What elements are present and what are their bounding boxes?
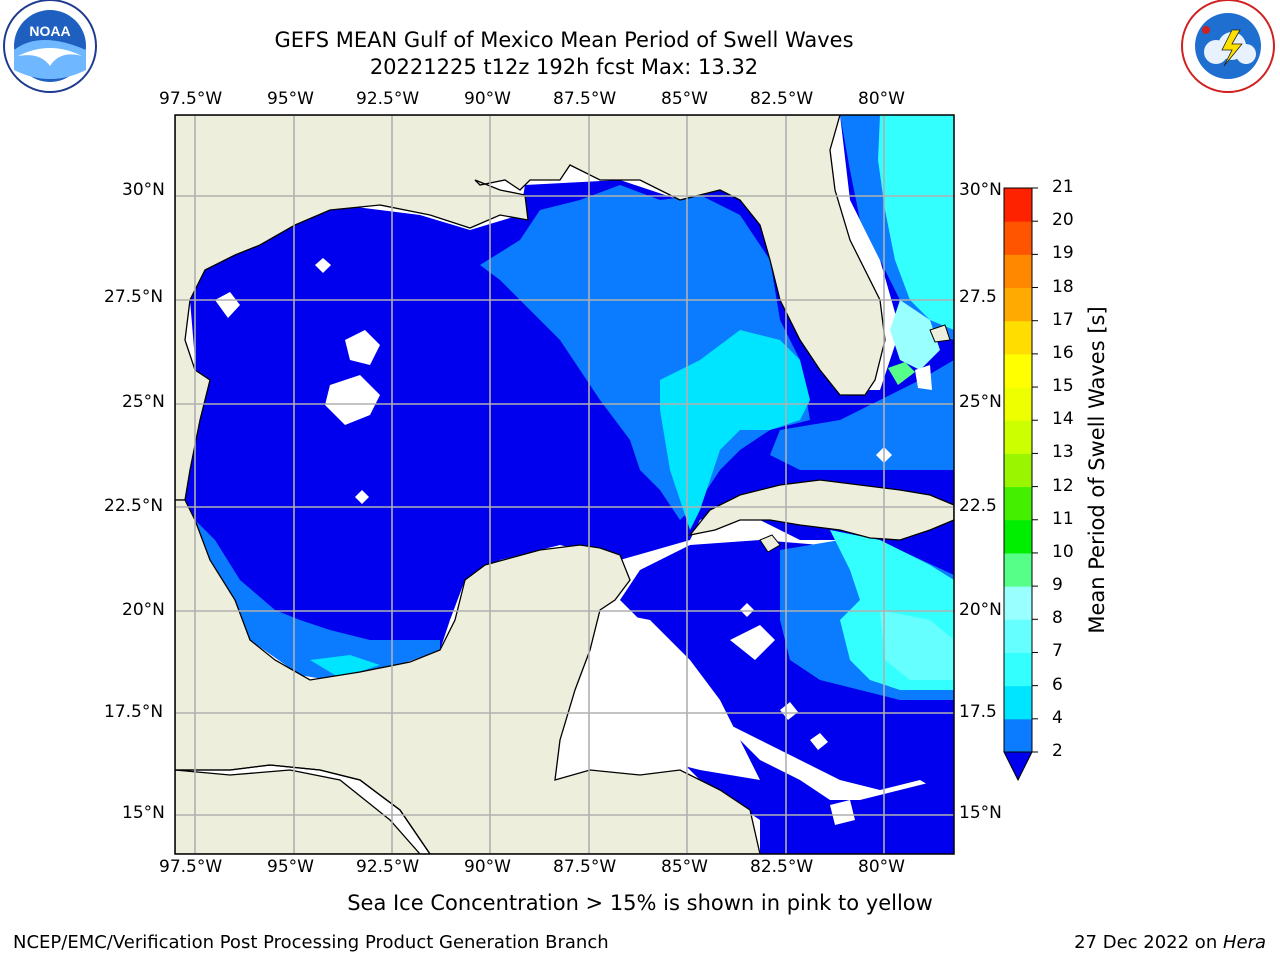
colorbar-swatch — [1004, 486, 1032, 521]
colorbar-tick-label: 9 — [1052, 575, 1063, 596]
lat-label-left: 22.5°N — [104, 496, 164, 516]
colorbar-tick-label: 14 — [1052, 409, 1074, 430]
colorbar-swatch — [1004, 320, 1032, 355]
sea-ice-note-text: Sea Ice Concentration > 15% is shown in … — [347, 891, 933, 915]
lat-label-left: 25°N — [122, 392, 165, 412]
colorbar-swatch — [1004, 387, 1032, 421]
map-title: GEFS MEAN Gulf of Mexico Mean Period of … — [274, 28, 854, 52]
colorbar-tick-label: 12 — [1052, 475, 1074, 496]
colorbar-swatch — [1004, 188, 1032, 222]
lon-label-bottom: 97.5°W — [159, 857, 223, 877]
lon-label-top: 95°W — [267, 89, 314, 109]
colorbar-tick-label: 16 — [1052, 342, 1074, 363]
colorbar-tick-label: 18 — [1052, 276, 1074, 297]
lat-label-left: 20°N — [122, 600, 165, 620]
nws-logo — [1181, 0, 1275, 93]
colorbar-tick-label: 8 — [1052, 608, 1063, 629]
colorbar-swatch — [1004, 353, 1032, 388]
lat-label-right: 22.5 — [959, 496, 997, 516]
lon-label-bottom: 80°W — [858, 857, 905, 877]
lat-label-right: 30°N — [959, 180, 1002, 200]
colorbar-tick-label: 2 — [1052, 741, 1063, 761]
lon-label-top: 87.5°W — [553, 89, 617, 109]
colorbar-tick-label: 17 — [1052, 309, 1074, 330]
lat-label-left: 30°N — [122, 180, 165, 200]
colorbar-swatch — [1004, 453, 1032, 488]
colorbar-tick-label: 19 — [1052, 243, 1074, 264]
noaa-logo-text: NOAA — [29, 23, 70, 39]
lon-label-bottom: 85°W — [661, 857, 708, 877]
lat-label-left: 15°N — [122, 803, 165, 823]
lat-label-left: 17.5°N — [104, 702, 164, 722]
footer-date: 27 Dec 2022 on Hera — [1074, 932, 1266, 953]
colorbar-under-arrow — [1003, 751, 1033, 782]
colorbar-tick-label: 6 — [1052, 674, 1063, 695]
colorbar-swatch — [1004, 619, 1032, 653]
colorbar-swatch — [1004, 718, 1032, 753]
footer-host: Hera — [1222, 932, 1266, 953]
colorbar-label: Mean Period of Swell Waves [s] — [1085, 306, 1109, 634]
colorbar-swatch — [1004, 652, 1032, 687]
lon-label-top: 90°W — [464, 89, 511, 109]
colorbar-swatch — [1004, 287, 1032, 322]
lon-label-bottom: 92.5°W — [356, 857, 420, 877]
colorbar-swatch — [1004, 685, 1032, 720]
colorbar-tick-label: 20 — [1052, 210, 1074, 231]
colorbar-tick-label: 4 — [1052, 707, 1063, 728]
gridlines — [175, 115, 954, 854]
lon-label-bottom: 82.5°W — [750, 857, 814, 877]
noaa-logo: NOAA — [3, 0, 97, 93]
colorbar-tick-label: 11 — [1052, 508, 1074, 529]
lon-label-top: 97.5°W — [159, 89, 223, 109]
lon-label-top: 80°W — [858, 89, 905, 109]
lon-label-bottom: 95°W — [267, 857, 314, 877]
colorbar — [1003, 187, 1038, 782]
footer-credit: NCEP/EMC/Verification Post Processing Pr… — [13, 932, 609, 953]
lon-label-top: 92.5°W — [356, 89, 420, 109]
colorbar-tick-label: 15 — [1052, 376, 1074, 397]
colorbar-swatch — [1004, 552, 1032, 587]
sea-ice-note: Sea Ice Concentration > 15% is shown in … — [0, 891, 1280, 915]
lat-label-right: 20°N — [959, 600, 1002, 620]
colorbar-tick-label: 21 — [1052, 177, 1074, 197]
lat-label-right: 15°N — [959, 803, 1002, 823]
lat-label-right: 27.5 — [959, 287, 997, 307]
colorbar-swatch — [1004, 221, 1032, 255]
map-frame — [174, 114, 955, 855]
lon-label-top: 82.5°W — [750, 89, 814, 109]
lon-label-top: 85°W — [661, 89, 708, 109]
colorbar-swatch — [1004, 519, 1032, 554]
colorbar-tick-label: 10 — [1052, 541, 1074, 562]
colorbar-tick-label: 13 — [1052, 442, 1074, 463]
colorbar-tick-label: 7 — [1052, 641, 1063, 662]
lat-label-left: 27.5°N — [104, 287, 164, 307]
lon-label-bottom: 87.5°W — [553, 857, 617, 877]
colorbar-swatch — [1004, 254, 1032, 289]
lon-label-bottom: 90°W — [464, 857, 511, 877]
footer-date-text: 27 Dec 2022 on — [1074, 932, 1223, 953]
colorbar-swatch — [1004, 420, 1032, 454]
colorbar-frame — [1003, 187, 1033, 753]
map-subtitle: 20221225 t12z 192h fcst Max: 13.32 — [369, 55, 759, 79]
lat-label-right: 17.5 — [959, 702, 997, 722]
lat-label-right: 25°N — [959, 392, 1002, 412]
map-plot — [175, 115, 954, 854]
colorbar-swatch — [1004, 586, 1032, 620]
